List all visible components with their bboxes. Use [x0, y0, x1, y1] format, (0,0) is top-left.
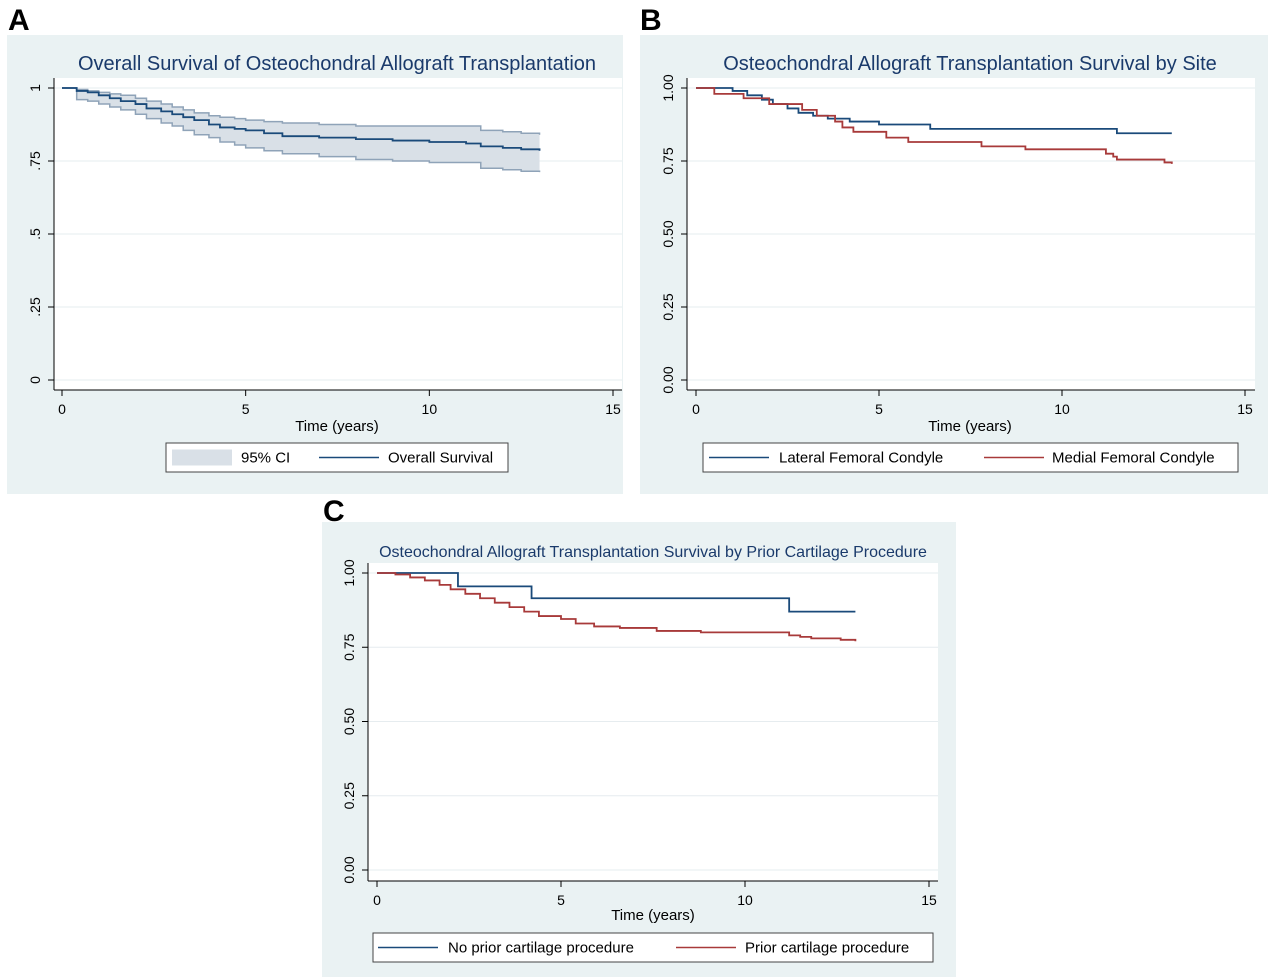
y-tick-label: 0.25: [341, 782, 357, 809]
y-tick-label: 0.75: [660, 147, 676, 174]
series-line-overall-survival: [62, 87, 541, 151]
x-tick-label: 5: [557, 892, 565, 908]
y-tick-label: .25: [27, 297, 43, 317]
y-tick-label: 0.50: [341, 708, 357, 735]
y-tick-label: 1: [27, 84, 43, 92]
chart-overall-survival: Overall Survival of Osteochondral Allogr…: [27, 53, 622, 473]
x-axis-label: Time (years): [611, 907, 695, 924]
confidence-band-lower: [62, 87, 541, 173]
x-axis-label: Time (years): [295, 418, 379, 435]
legend-label: Prior cartilage procedure: [745, 940, 909, 957]
legend-label: No prior cartilage procedure: [448, 940, 634, 957]
panel-b-letter: B: [640, 4, 662, 37]
x-tick-label: 15: [1237, 401, 1253, 417]
x-tick-label: 15: [605, 401, 621, 417]
legend-box: [372, 932, 934, 963]
legend-label: Overall Survival: [388, 450, 493, 467]
series-line-prior-cartilage-procedure: [377, 572, 857, 642]
y-tick-label: 0.00: [660, 366, 676, 393]
legend-label: 95% CI: [241, 450, 290, 467]
confidence-band: [62, 88, 540, 173]
series-line-medial-femoral-condyle: [696, 87, 1173, 164]
panel-a-letter: A: [8, 4, 30, 37]
y-tick-label: 1.00: [341, 559, 357, 586]
legend-label: Lateral Femoral Condyle: [779, 450, 943, 467]
y-tick-label: 0.00: [341, 856, 357, 883]
legend-box: [702, 442, 1239, 473]
x-axis-label: Time (years): [928, 418, 1012, 435]
x-tick-label: 5: [242, 401, 250, 417]
y-tick-label: 0: [27, 376, 43, 384]
series-line-lateral-femoral-condyle: [696, 87, 1172, 135]
confidence-band-upper: [62, 87, 541, 135]
series-line-no-prior-cartilage-procedure: [377, 572, 856, 613]
legend-swatch-ci: [172, 449, 232, 466]
y-tick-label: 0.75: [341, 633, 357, 660]
y-tick-label: 1.00: [660, 74, 676, 101]
y-tick-label: .75: [27, 151, 43, 171]
y-tick-label: .5: [27, 228, 43, 240]
x-tick-label: 0: [58, 401, 66, 417]
chart-title: Osteochondral Allograft Transplantation …: [379, 544, 927, 561]
y-tick-label: 0.50: [660, 220, 676, 247]
legend-label: Medial Femoral Condyle: [1052, 450, 1215, 467]
chart-survival-by-prior-procedure: Osteochondral Allograft Transplantation …: [341, 544, 938, 963]
chart-title: Osteochondral Allograft Transplantation …: [723, 53, 1217, 75]
x-tick-label: 5: [875, 401, 883, 417]
y-tick-label: 0.25: [660, 293, 676, 320]
panel-c-letter: C: [323, 495, 345, 528]
x-tick-label: 10: [422, 401, 438, 417]
x-tick-label: 0: [373, 892, 381, 908]
x-tick-label: 0: [692, 401, 700, 417]
x-tick-label: 10: [1054, 401, 1070, 417]
chart-title: Overall Survival of Osteochondral Allogr…: [78, 53, 596, 75]
x-tick-label: 10: [737, 892, 753, 908]
x-tick-label: 15: [921, 892, 937, 908]
chart-survival-by-site: Osteochondral Allograft Transplantation …: [660, 53, 1255, 473]
